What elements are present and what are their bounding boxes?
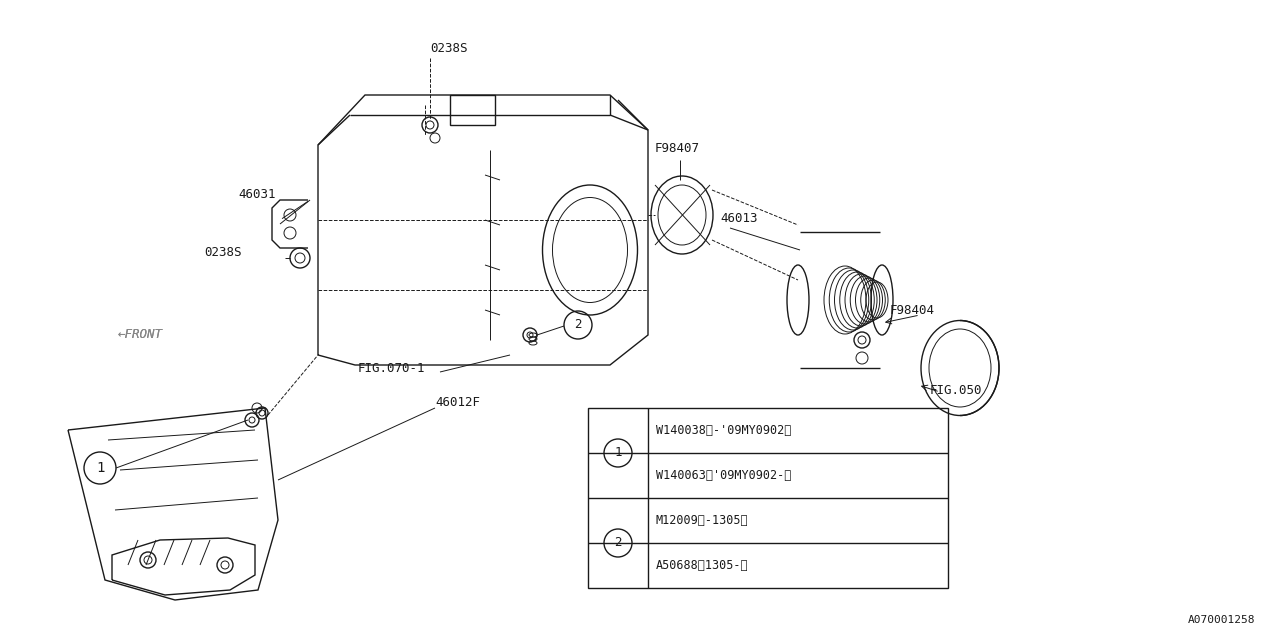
Text: M12009（-1305）: M12009（-1305） [657,514,749,527]
Bar [588,408,948,588]
Text: F98407: F98407 [655,141,700,154]
Text: ←FRONT: ←FRONT [118,328,163,342]
Text: FIG.050: FIG.050 [931,383,983,397]
Text: 46031: 46031 [238,189,275,202]
Text: 1: 1 [96,461,104,475]
Text: F98404: F98404 [890,303,934,317]
Text: 46012F: 46012F [435,396,480,408]
Text: A070001258: A070001258 [1188,615,1254,625]
Text: ←FRONT: ←FRONT [118,328,163,342]
Text: 0238S: 0238S [204,246,242,259]
Text: W140038（-'09MY0902）: W140038（-'09MY0902） [657,424,791,437]
Text: 46013: 46013 [719,211,758,225]
Bar [451,95,495,125]
Text: A50688（1305-）: A50688（1305-） [657,559,749,572]
Text: 1: 1 [614,447,622,460]
Text: 0238S: 0238S [430,42,467,54]
Text: 2: 2 [575,319,581,332]
Text: 2: 2 [614,536,622,550]
Text: FIG.070-1: FIG.070-1 [358,362,425,374]
Text: W140063（'09MY0902-）: W140063（'09MY0902-） [657,469,791,482]
